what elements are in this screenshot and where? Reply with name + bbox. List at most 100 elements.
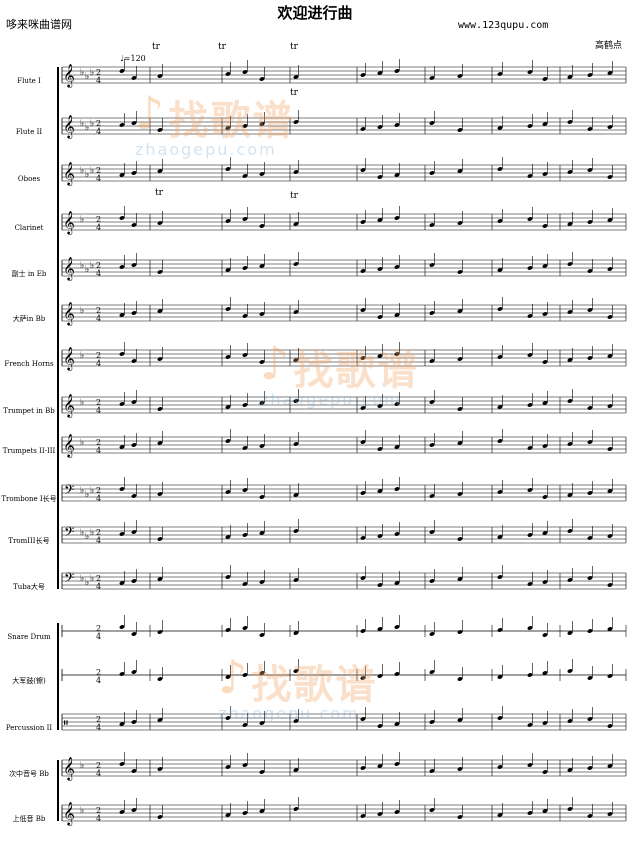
note-head — [587, 629, 593, 633]
note-head — [394, 402, 400, 406]
note-head — [567, 262, 573, 266]
instrument-label: Flute II — [15, 128, 43, 136]
note-head — [567, 310, 573, 314]
time-signature: 2 — [96, 306, 101, 315]
note-head — [242, 314, 248, 318]
note-head — [542, 721, 548, 725]
note-head — [360, 576, 366, 580]
note-head — [497, 405, 503, 409]
note-head — [394, 123, 400, 127]
note-head — [527, 174, 533, 178]
trill-mark: tr — [290, 42, 299, 52]
note-head — [259, 122, 265, 126]
note-head — [394, 173, 400, 177]
note-head — [131, 400, 137, 404]
key-flat-icon: ♭ — [90, 486, 94, 496]
time-signature: 4 — [96, 769, 101, 778]
note-head — [242, 626, 248, 630]
note-head — [225, 765, 231, 769]
note-head — [157, 577, 163, 581]
note-head — [497, 219, 503, 223]
note-head — [119, 402, 125, 406]
watermark-text: 找歌谱 — [251, 662, 378, 708]
key-flat-icon: ♭ — [85, 123, 89, 133]
note-head — [157, 169, 163, 173]
note-head — [457, 441, 463, 445]
note-head — [131, 76, 137, 80]
time-signature: 4 — [96, 723, 101, 732]
note-head — [157, 309, 163, 313]
note-head — [119, 762, 125, 766]
note-head — [119, 532, 125, 536]
note-head — [429, 769, 435, 773]
note-head — [429, 530, 435, 534]
key-flat-icon: ♭ — [80, 806, 84, 816]
time-signature: 2 — [96, 624, 101, 633]
note-head — [607, 724, 613, 728]
note-head — [157, 357, 163, 361]
time-signature: 2 — [96, 761, 101, 770]
note-head — [457, 357, 463, 361]
note-head — [293, 719, 299, 723]
note-head — [567, 358, 573, 362]
note-head — [542, 444, 548, 448]
note-head — [567, 768, 573, 772]
trill-mark: tr — [290, 191, 299, 201]
note-head — [131, 121, 137, 125]
note-head — [394, 216, 400, 220]
note-head — [242, 673, 248, 677]
note-head — [259, 809, 265, 813]
key-flat-icon: ♭ — [90, 261, 94, 271]
note-head — [607, 447, 613, 451]
note-head — [360, 308, 366, 312]
note-head — [587, 440, 593, 444]
note-head — [131, 443, 137, 447]
instrument-label: Tuba大号 — [13, 583, 45, 591]
instrument-label: Flute I — [17, 77, 41, 85]
note-head — [242, 811, 248, 815]
note-head — [587, 766, 593, 770]
time-signature: 2 — [96, 68, 101, 77]
instrument-label: Trombone I长号 — [1, 495, 57, 503]
note-head — [119, 313, 125, 317]
note-head — [131, 494, 137, 498]
key-flat-icon: ♭ — [90, 68, 94, 78]
instrument-label: Snare Drum — [7, 633, 51, 641]
note-head — [607, 627, 613, 631]
note-head — [607, 125, 613, 129]
note-head — [497, 535, 503, 539]
note-head — [587, 491, 593, 495]
note-head — [119, 487, 125, 491]
note-head — [131, 632, 137, 636]
note-head — [527, 673, 533, 677]
note-head — [457, 270, 463, 274]
note-head — [119, 173, 125, 177]
note-head — [377, 71, 383, 75]
note-head — [394, 265, 400, 269]
note-head — [259, 312, 265, 316]
instrument-label: 副士 in Eb — [11, 270, 47, 278]
note-head — [527, 626, 533, 630]
note-head — [457, 815, 463, 819]
trill-mark: tr — [152, 42, 161, 52]
note-head — [607, 812, 613, 816]
note-head — [527, 582, 533, 586]
treble-clef-icon: 𝄞 — [63, 756, 75, 781]
note-head — [225, 219, 231, 223]
note-head — [457, 128, 463, 132]
note-head — [360, 356, 366, 360]
note-head — [293, 120, 299, 124]
note-head — [242, 723, 248, 727]
note-head — [527, 266, 533, 270]
bass-clef-icon: 𝄢 — [64, 524, 74, 543]
note-head — [497, 716, 503, 720]
note-head — [497, 355, 503, 359]
note-head — [157, 221, 163, 225]
note-head — [119, 123, 125, 127]
note-head — [394, 352, 400, 356]
instrument-label: 大军鼓(镲) — [12, 677, 46, 685]
note-head — [497, 813, 503, 817]
note-head — [377, 534, 383, 538]
note-head — [457, 767, 463, 771]
